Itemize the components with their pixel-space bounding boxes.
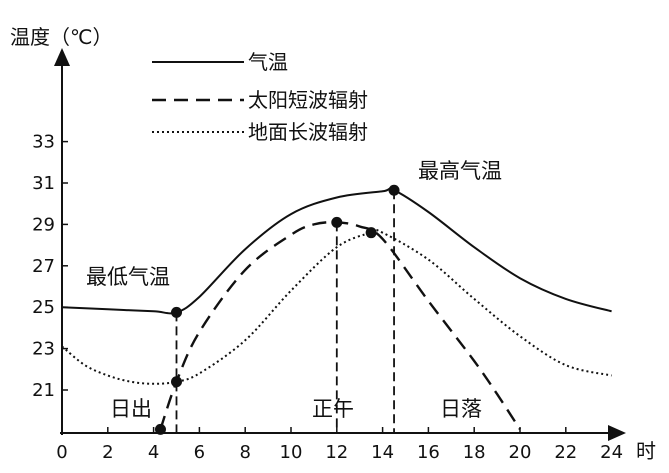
x-tick-label: 24 bbox=[600, 442, 623, 463]
x-tick-label: 8 bbox=[239, 442, 250, 463]
x-axis-unit: 时 bbox=[636, 439, 656, 463]
legend-label-1: 太阳短波辐射 bbox=[248, 88, 368, 112]
x-tick-label: 2 bbox=[102, 442, 113, 463]
y-tick-label: 29 bbox=[32, 214, 55, 235]
y-tick-label: 25 bbox=[32, 297, 55, 318]
x-tick-label: 22 bbox=[554, 442, 577, 463]
x-tick-label: 14 bbox=[371, 442, 394, 463]
data-point bbox=[171, 376, 182, 388]
x-tick-label: 10 bbox=[280, 442, 303, 463]
data-point bbox=[365, 227, 377, 239]
data-point bbox=[171, 306, 182, 318]
x-tick-label: 0 bbox=[56, 442, 67, 463]
y-tick-label: 33 bbox=[32, 132, 55, 153]
y-axis-title: 温度（℃） bbox=[10, 25, 112, 49]
annotation-noon: 正午 bbox=[312, 397, 354, 421]
y-tick-label: 21 bbox=[32, 380, 55, 401]
y-tick-label: 31 bbox=[32, 173, 55, 194]
x-tick-label: 16 bbox=[417, 442, 440, 463]
series-line-2 bbox=[61, 229, 612, 385]
x-tick-label: 20 bbox=[509, 442, 532, 463]
x-tick-label: 4 bbox=[148, 442, 159, 463]
x-tick-label: 18 bbox=[463, 442, 486, 463]
y-tick-label: 27 bbox=[32, 256, 55, 277]
legend-label-0: 气温 bbox=[248, 50, 288, 74]
data-point bbox=[331, 216, 343, 228]
annotation-max-temp: 最高气温 bbox=[418, 159, 502, 183]
x-tick-label: 12 bbox=[325, 442, 348, 463]
legend: 气温 太阳短波辐射 地面长波辐射 bbox=[152, 50, 368, 144]
series-line-0 bbox=[61, 187, 612, 315]
legend-label-2: 地面长波辐射 bbox=[248, 120, 368, 144]
data-point bbox=[154, 423, 166, 435]
annotation-sunset: 日落 bbox=[440, 397, 482, 421]
annotation-min-temp: 最低气温 bbox=[86, 265, 170, 289]
y-tick-label: 23 bbox=[32, 339, 55, 360]
annotation-sunrise: 日出 bbox=[110, 397, 152, 421]
x-tick-label: 6 bbox=[194, 442, 205, 463]
data-point bbox=[388, 184, 400, 196]
